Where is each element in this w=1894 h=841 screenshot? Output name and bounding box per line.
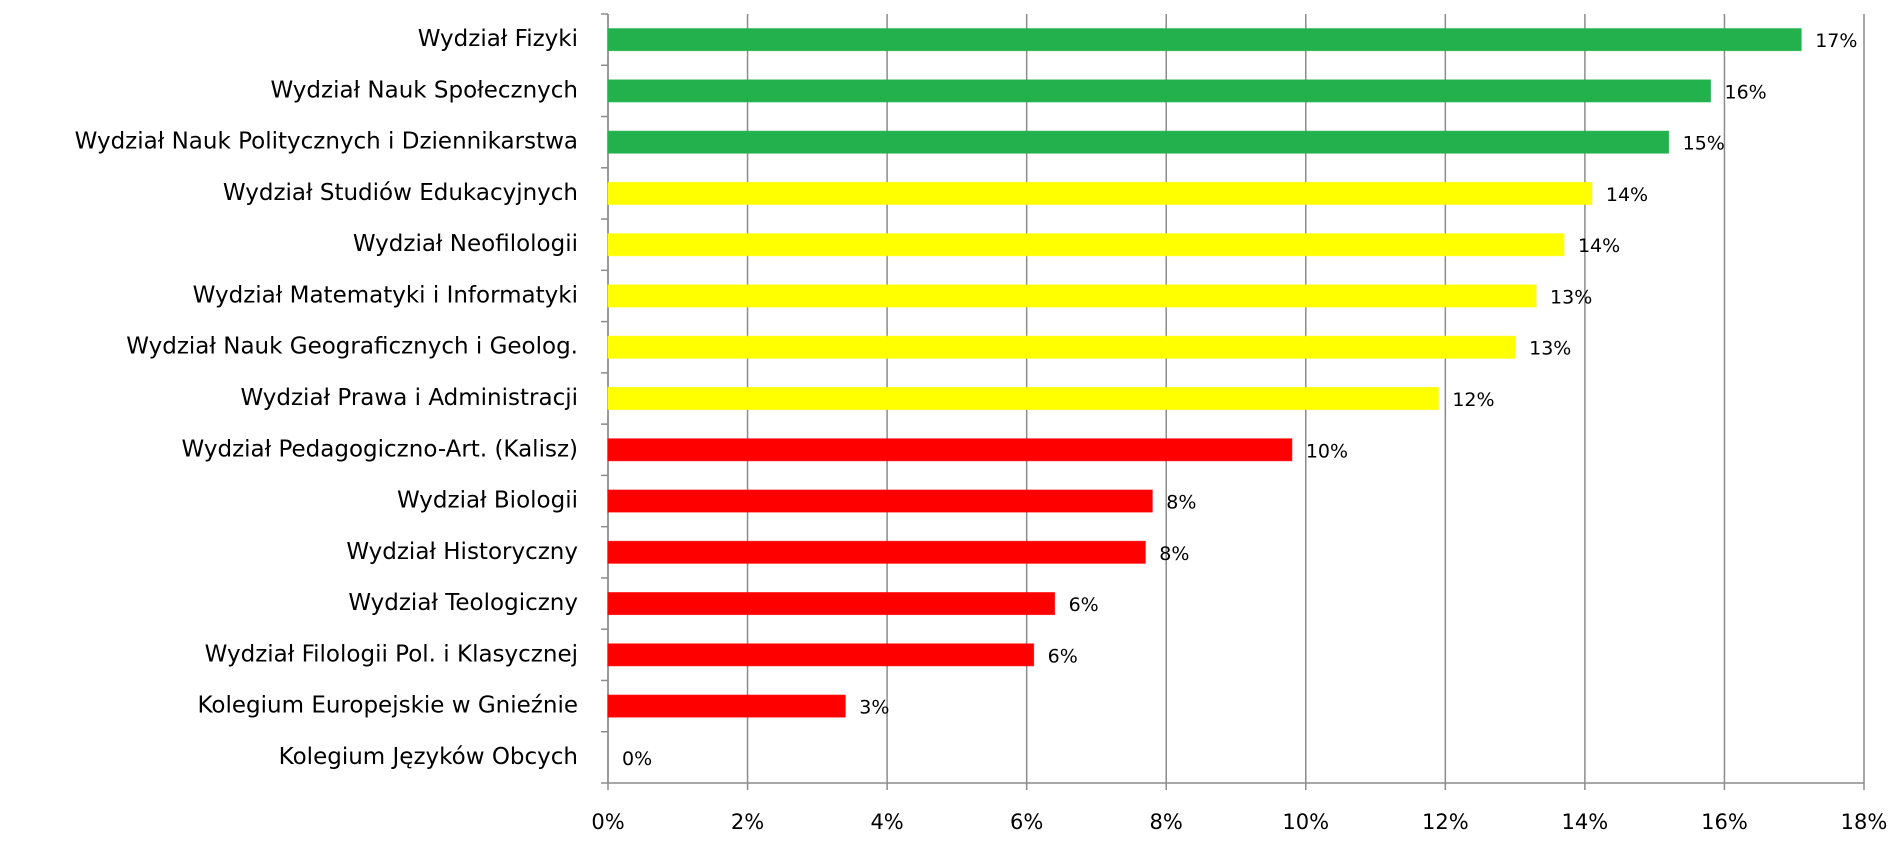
- bar: [607, 540, 1146, 564]
- x-tick-label: 8%: [1150, 810, 1183, 834]
- bar: [607, 387, 1439, 410]
- x-tick-label: 10%: [1282, 810, 1329, 834]
- bar: [607, 438, 1293, 462]
- y-tick-label: Wydział Matematyki i Informatyki: [193, 282, 578, 308]
- bar: [607, 694, 846, 718]
- y-tick-label: Kolegium Europejskie w Gnieźnie: [197, 693, 578, 719]
- y-tick-label: Kolegium Języków Obcych: [279, 744, 578, 770]
- y-tick-label: Wydział Neofilologii: [353, 231, 578, 257]
- y-tick-label: Wydział Prawa i Administracji: [240, 385, 578, 411]
- bar: [607, 79, 1711, 103]
- data-label: 16%: [1724, 81, 1766, 103]
- y-tick-label: Wydział Historyczny: [346, 539, 578, 565]
- y-tick-label: Wydział Studiów Edukacyjnych: [223, 180, 578, 206]
- data-label: 17%: [1815, 30, 1857, 52]
- y-tick-label: Wydział Pedagogiczno-Art. (Kalisz): [182, 436, 578, 462]
- data-label: 14%: [1606, 184, 1648, 206]
- data-label: 3%: [859, 697, 889, 719]
- data-label: 8%: [1166, 492, 1196, 514]
- y-tick-label: Wydział Nauk Geograficznych i Geolog.: [126, 334, 578, 360]
- data-label: 10%: [1306, 440, 1348, 462]
- bar: [607, 181, 1593, 205]
- y-tick-label: Wydział Fizyki: [418, 26, 578, 52]
- data-label: 12%: [1452, 389, 1494, 411]
- x-tick-label: 4%: [870, 810, 903, 834]
- bar: [607, 335, 1516, 359]
- y-tick-label: Wydział Biologii: [397, 488, 578, 514]
- x-tick-label: 2%: [731, 810, 764, 834]
- y-tick-label: Wydział Nauk Społecznych: [270, 77, 578, 103]
- data-label: 14%: [1578, 235, 1620, 257]
- bar: [607, 592, 1056, 616]
- y-tick-label: Wydział Nauk Politycznych i Dziennikarst…: [75, 129, 578, 155]
- y-tick-label: Wydział Filologii Pol. i Klasycznej: [205, 641, 578, 667]
- bar: [607, 233, 1565, 257]
- x-tick-label: 0%: [591, 810, 624, 834]
- x-tick-label: 18%: [1841, 810, 1888, 834]
- bar: [607, 643, 1035, 667]
- data-label: 6%: [1069, 594, 1099, 616]
- bar: [607, 130, 1670, 154]
- x-tick-label: 12%: [1422, 810, 1469, 834]
- data-label: 13%: [1529, 338, 1571, 360]
- y-tick-label: Wydział Teologiczny: [348, 590, 578, 616]
- x-tick-label: 6%: [1010, 810, 1043, 834]
- x-tick-label: 16%: [1701, 810, 1748, 834]
- x-tick-label: 14%: [1562, 810, 1609, 834]
- data-label: 8%: [1159, 543, 1189, 565]
- bar: [607, 28, 1802, 52]
- data-label: 15%: [1683, 133, 1725, 155]
- bar: [607, 284, 1537, 308]
- bar: [607, 489, 1153, 513]
- data-label: 13%: [1550, 286, 1592, 308]
- data-label: 6%: [1048, 645, 1078, 667]
- data-label: 0%: [622, 748, 652, 770]
